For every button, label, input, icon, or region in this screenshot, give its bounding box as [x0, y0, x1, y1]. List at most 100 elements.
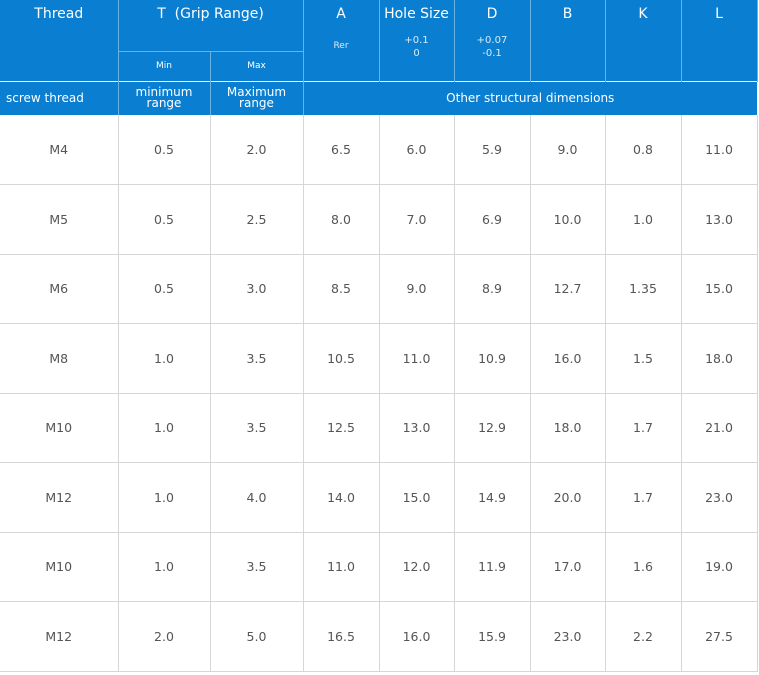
- cell-hole-size: 12.0: [378, 532, 454, 602]
- cell-b: 17.0: [529, 532, 605, 602]
- cell-min-grip: 0.5: [117, 115, 210, 185]
- cell-b: 20.0: [529, 462, 605, 533]
- d-tolerance-upper: +0.07: [476, 35, 508, 46]
- cell-d: 14.9: [453, 462, 530, 533]
- header-row-main: Thread T (Grip Range) A Rer Hole Size +0…: [0, 0, 758, 81]
- cell-d: 10.9: [453, 323, 530, 394]
- cell-b: 9.0: [529, 115, 605, 185]
- cell-a: 8.0: [302, 184, 379, 255]
- cell-thread: M12: [0, 601, 118, 672]
- hole-size-tolerance-upper: +0.1: [404, 35, 429, 46]
- cell-k: 1.6: [604, 532, 681, 602]
- cell-a: 12.5: [302, 393, 379, 463]
- subheader-maximum-range-line2: range: [239, 96, 274, 111]
- cell-k: 1.5: [604, 323, 681, 394]
- cell-min-grip: 0.5: [117, 254, 210, 324]
- cell-a: 6.5: [302, 115, 379, 185]
- cell-l: 23.0: [680, 462, 758, 533]
- cell-max-grip: 3.5: [209, 323, 303, 394]
- cell-d: 15.9: [453, 601, 530, 672]
- cell-l: 15.0: [680, 254, 758, 324]
- table-body: M4 0.5 2.0 6.5 6.0 5.9 9.0 0.8 11.0 M5 0.5 2.5 8.0 7.…: [0, 115, 758, 672]
- col-header-hole-size-label: Hole Size: [384, 6, 449, 22]
- col-header-k: K: [604, 0, 682, 81]
- subheader-minimum-range: minimum range: [117, 80, 210, 115]
- d-tolerance-lower: -0.1: [482, 48, 502, 59]
- cell-b: 16.0: [529, 323, 605, 394]
- cell-hole-size: 6.0: [378, 115, 454, 185]
- cell-l: 11.0: [680, 115, 758, 185]
- cell-k: 1.35: [604, 254, 681, 324]
- subheader-other-dimensions: Other structural dimensions: [302, 80, 757, 115]
- col-header-a: A Rer: [302, 0, 380, 81]
- cell-max-grip: 3.5: [209, 532, 303, 602]
- col-header-d-label: D: [486, 6, 498, 22]
- cell-thread: M10: [0, 532, 118, 602]
- cell-max-grip: 5.0: [209, 601, 303, 672]
- cell-d: 6.9: [453, 184, 530, 255]
- cell-min-grip: 1.0: [117, 462, 210, 533]
- cell-a: 10.5: [302, 323, 379, 394]
- cell-b: 10.0: [529, 184, 605, 255]
- subheader-maximum-range: Maximum range: [209, 80, 303, 115]
- cell-max-grip: 3.5: [209, 393, 303, 463]
- col-header-l: L: [680, 0, 758, 81]
- cell-min-grip: 1.0: [117, 532, 210, 602]
- hole-size-tolerance-lower: 0: [413, 48, 420, 59]
- cell-min-grip: 1.0: [117, 393, 210, 463]
- cell-l: 21.0: [680, 393, 758, 463]
- col-header-grip-range: T (Grip Range): [117, 0, 304, 52]
- subheader-screw-thread: screw thread: [0, 80, 118, 115]
- cell-l: 13.0: [680, 184, 758, 255]
- table-row: M5 0.5 2.5 8.0 7.0 6.9 10.0 1.0 13.0: [0, 184, 758, 255]
- cell-hole-size: 7.0: [378, 184, 454, 255]
- table-row: M10 1.0 3.5 12.5 13.0 12.9 18.0 1.7 21.0: [0, 393, 758, 463]
- cell-min-grip: 0.5: [117, 184, 210, 255]
- cell-hole-size: 9.0: [378, 254, 454, 324]
- cell-hole-size: 15.0: [378, 462, 454, 533]
- col-header-thread: Thread: [0, 0, 119, 81]
- table-row: M6 0.5 3.0 8.5 9.0 8.9 12.7 1.35 15.0: [0, 254, 758, 324]
- subheader-minimum-range-line2: range: [146, 96, 182, 111]
- col-header-min: Min: [117, 51, 211, 81]
- cell-d: 11.9: [453, 532, 530, 602]
- cell-l: 18.0: [680, 323, 758, 394]
- cell-k: 1.7: [604, 462, 681, 533]
- cell-thread: M4: [0, 115, 118, 185]
- cell-hole-size: 16.0: [378, 601, 454, 672]
- cell-l: 27.5: [680, 601, 758, 672]
- cell-thread: M5: [0, 184, 118, 255]
- col-header-a-label: A: [336, 6, 346, 22]
- col-header-a-sub: Rer: [333, 41, 349, 51]
- table-row: M10 1.0 3.5 11.0 12.0 11.9 17.0 1.6 19.0: [0, 532, 758, 602]
- cell-d: 8.9: [453, 254, 530, 324]
- cell-k: 1.7: [604, 393, 681, 463]
- cell-thread: M12: [0, 462, 118, 533]
- cell-a: 8.5: [302, 254, 379, 324]
- header-row-description: screw thread minimum range Maximum range…: [0, 80, 757, 115]
- cell-a: 11.0: [302, 532, 379, 602]
- cell-a: 16.5: [302, 601, 379, 672]
- table-row: M12 2.0 5.0 16.5 16.0 15.9 23.0 2.2 27.5: [0, 601, 758, 672]
- col-header-d: D +0.07 -0.1: [453, 0, 531, 81]
- cell-k: 2.2: [604, 601, 681, 672]
- cell-b: 18.0: [529, 393, 605, 463]
- cell-max-grip: 2.5: [209, 184, 303, 255]
- cell-b: 12.7: [529, 254, 605, 324]
- table-row: M12 1.0 4.0 14.0 15.0 14.9 20.0 1.7 23.0: [0, 462, 758, 533]
- cell-thread: M8: [0, 323, 118, 394]
- cell-thread: M10: [0, 393, 118, 463]
- col-header-hole-size: Hole Size +0.1 0: [378, 0, 455, 81]
- cell-b: 23.0: [529, 601, 605, 672]
- cell-min-grip: 1.0: [117, 323, 210, 394]
- cell-max-grip: 2.0: [209, 115, 303, 185]
- cell-hole-size: 11.0: [378, 323, 454, 394]
- cell-min-grip: 2.0: [117, 601, 210, 672]
- subheader-maximum-range-line1: Maximum: [226, 85, 287, 100]
- table-row: M4 0.5 2.0 6.5 6.0 5.9 9.0 0.8 11.0: [0, 115, 758, 185]
- cell-thread: M6: [0, 254, 118, 324]
- cell-a: 14.0: [302, 462, 379, 533]
- cell-d: 5.9: [453, 115, 530, 185]
- cell-k: 0.8: [604, 115, 681, 185]
